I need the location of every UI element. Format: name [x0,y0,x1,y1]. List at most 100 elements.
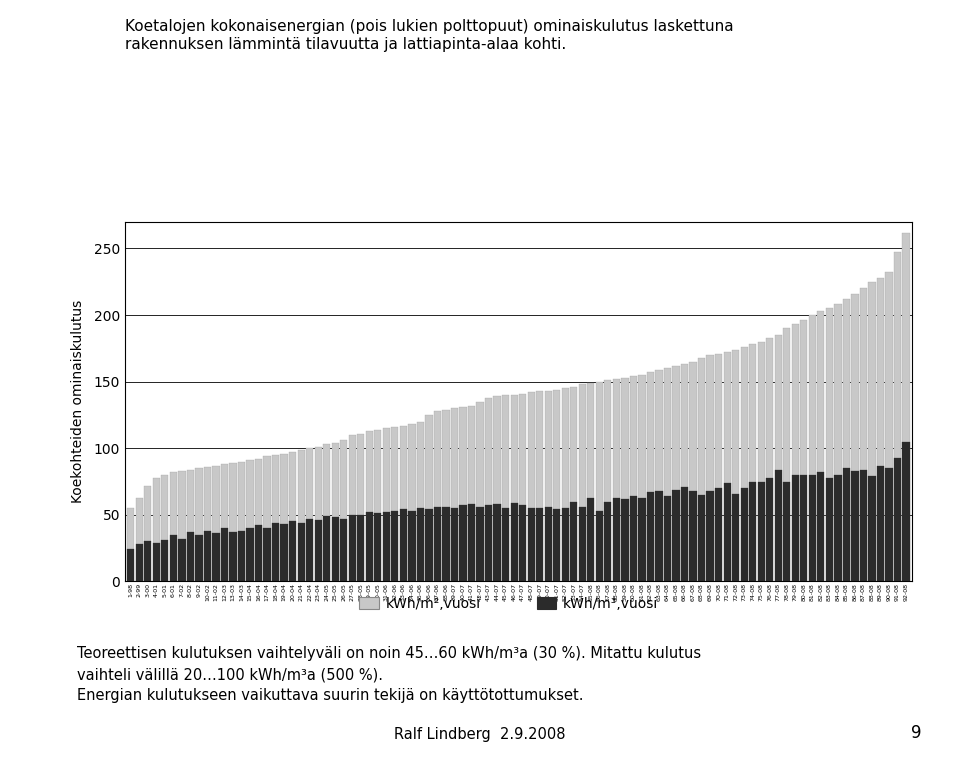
Bar [519,394,526,581]
Bar [212,466,220,581]
Text: Koetalojen kokonaisenergian (pois lukien polttopuut) ominaiskulutus laskettuna: Koetalojen kokonaisenergian (pois lukien… [125,19,733,34]
Text: Ralf Lindberg  2.9.2008: Ralf Lindberg 2.9.2008 [395,727,565,742]
Bar [834,475,842,581]
Bar [860,288,867,581]
Bar [647,373,654,581]
Bar [570,502,577,581]
Bar [876,466,884,581]
Bar [289,452,297,581]
Bar [238,461,245,581]
Bar [612,497,620,581]
Bar [732,493,739,581]
Bar [808,315,816,581]
Bar [204,531,211,581]
Bar [221,528,228,581]
Bar [502,395,509,581]
Text: rakennuksen lämmintä tilavuutta ja lattiapinta-alaa kohti.: rakennuksen lämmintä tilavuutta ja latti… [125,37,566,52]
Bar [689,491,697,581]
Bar [630,376,637,581]
Bar [324,444,330,581]
Bar [272,522,279,581]
Bar [153,477,160,581]
Bar [843,468,850,581]
Bar [664,368,671,581]
Bar [664,496,671,581]
Bar [340,440,348,581]
Bar [511,395,517,581]
Bar [289,522,297,581]
Bar [775,335,781,581]
Bar [740,347,748,581]
Bar [707,491,713,581]
Bar [255,459,262,581]
Bar [860,470,867,581]
Bar [792,475,799,581]
Bar [383,512,390,581]
Bar [221,464,228,581]
Bar [638,375,645,581]
Bar [656,369,662,581]
Bar [885,272,893,581]
Bar [826,308,833,581]
Bar [348,515,356,581]
Bar [681,487,688,581]
Bar [740,488,748,581]
Bar [749,344,756,581]
Bar [876,278,884,581]
Bar [366,512,372,581]
Bar [604,380,612,581]
Bar [621,499,629,581]
Bar [127,508,134,581]
Bar [135,497,143,581]
Bar [894,457,901,581]
Bar [707,355,713,581]
Legend: kWh/m²,vuosi, kWh/m³,vuosi: kWh/m²,vuosi, kWh/m³,vuosi [354,591,663,617]
Bar [536,508,543,581]
Bar [732,350,739,581]
Bar [263,456,271,581]
Bar [630,496,637,581]
Bar [392,427,398,581]
Bar [766,477,774,581]
Bar [843,299,850,581]
Bar [383,428,390,581]
Bar [179,539,185,581]
Bar [298,522,304,581]
Bar [306,519,313,581]
Bar [715,488,722,581]
Bar [263,528,271,581]
Bar [647,492,654,581]
Bar [247,461,253,581]
Bar [536,391,543,581]
Bar [417,422,424,581]
Bar [681,364,688,581]
Bar [392,511,398,581]
Text: vaihteli välillä 20…100 kWh/m³a (500 %).: vaihteli välillä 20…100 kWh/m³a (500 %). [77,667,383,682]
Bar [766,337,774,581]
Bar [229,532,236,581]
Bar [869,282,876,581]
Bar [519,506,526,581]
Bar [357,434,365,581]
Bar [161,540,168,581]
Bar [187,532,194,581]
Bar [247,528,253,581]
Bar [757,481,765,581]
Bar [306,448,313,581]
Bar [894,252,901,581]
Bar [493,396,501,581]
Bar [374,430,381,581]
Bar [280,454,288,581]
Bar [144,542,152,581]
Bar [612,379,620,581]
Y-axis label: Koekohteiden ominaiskulutus: Koekohteiden ominaiskulutus [71,300,85,503]
Bar [179,471,185,581]
Bar [885,468,893,581]
Bar [579,384,586,581]
Bar [324,516,330,581]
Bar [792,324,799,581]
Bar [357,515,365,581]
Bar [374,513,381,581]
Bar [298,450,304,581]
Bar [485,506,492,581]
